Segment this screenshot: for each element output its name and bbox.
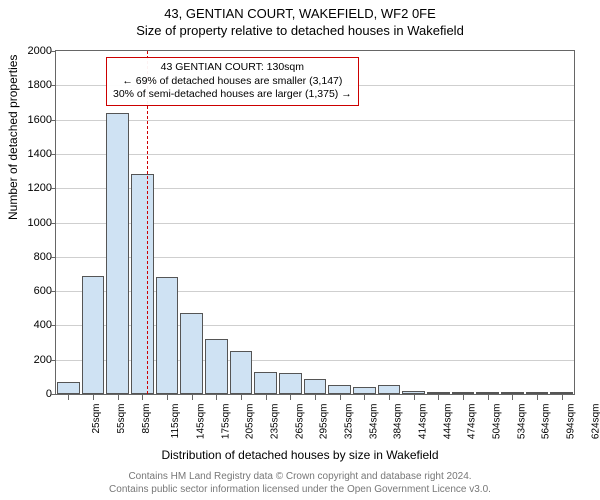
- histogram-bar: [353, 387, 376, 394]
- histogram-bar: [304, 379, 327, 394]
- xtick-label: 25sqm: [91, 404, 102, 434]
- annot-line1: 43 GENTIAN COURT: 130sqm: [113, 61, 352, 75]
- xtick-label: 265sqm: [294, 404, 305, 440]
- xtick-label: 354sqm: [368, 404, 379, 440]
- ytick-label: 0: [12, 388, 52, 400]
- xtick-label: 384sqm: [393, 404, 404, 440]
- footer-line2: Contains public sector information licen…: [0, 484, 600, 497]
- footer-attribution: Contains HM Land Registry data © Crown c…: [0, 471, 600, 496]
- ytick-label: 1000: [12, 217, 52, 229]
- annot-line2: ← 69% of detached houses are smaller (3,…: [113, 75, 352, 89]
- ytick-label: 800: [12, 251, 52, 263]
- xtick-label: 594sqm: [566, 404, 577, 440]
- xtick-label: 205sqm: [245, 404, 256, 440]
- page-container: 43, GENTIAN COURT, WAKEFIELD, WF2 0FE Si…: [0, 0, 600, 500]
- ytick-label: 1200: [12, 182, 52, 194]
- ytick-label: 400: [12, 319, 52, 331]
- histogram-bar: [402, 391, 425, 394]
- histogram-bar: [131, 174, 154, 394]
- footer-line1: Contains HM Land Registry data © Crown c…: [0, 471, 600, 484]
- xtick-label: 325sqm: [344, 404, 355, 440]
- histogram-bar: [501, 392, 524, 394]
- histogram-bar: [156, 277, 179, 394]
- x-axis-label: Distribution of detached houses by size …: [0, 448, 600, 462]
- address-title: 43, GENTIAN COURT, WAKEFIELD, WF2 0FE: [0, 0, 600, 21]
- xtick-label: 624sqm: [590, 404, 600, 440]
- histogram-bar: [526, 392, 549, 394]
- xtick-label: 55sqm: [116, 404, 127, 434]
- xtick-label: 534sqm: [516, 404, 527, 440]
- xtick-label: 444sqm: [442, 404, 453, 440]
- xtick-label: 115sqm: [170, 404, 181, 439]
- xtick-label: 504sqm: [492, 404, 503, 440]
- histogram-bar: [230, 351, 253, 394]
- histogram-bar: [82, 276, 105, 394]
- histogram-bar: [279, 373, 302, 394]
- xtick-label: 564sqm: [541, 404, 552, 440]
- xtick-label: 145sqm: [196, 404, 207, 440]
- annotation-box: 43 GENTIAN COURT: 130sqm ← 69% of detach…: [106, 57, 359, 106]
- histogram-bar: [254, 372, 277, 394]
- histogram-bar: [57, 382, 80, 394]
- page-subtitle: Size of property relative to detached ho…: [0, 21, 600, 38]
- xtick-label: 175sqm: [220, 404, 231, 440]
- ytick-label: 2000: [12, 45, 52, 57]
- ytick-label: 600: [12, 285, 52, 297]
- histogram-bar: [378, 385, 401, 394]
- xtick-label: 85sqm: [141, 404, 152, 434]
- xtick-label: 414sqm: [418, 404, 429, 440]
- histogram-bar: [476, 392, 499, 394]
- histogram-bar: [328, 385, 351, 394]
- histogram-bar: [180, 313, 203, 394]
- xtick-label: 474sqm: [467, 404, 478, 440]
- xtick-label: 295sqm: [319, 404, 330, 440]
- ytick-label: 1400: [12, 148, 52, 160]
- histogram-bar: [452, 392, 475, 394]
- ytick-label: 1600: [12, 114, 52, 126]
- histogram-bar: [427, 392, 450, 394]
- histogram-bar: [550, 392, 573, 394]
- xtick-label: 235sqm: [270, 404, 281, 440]
- chart-plot-area: 43 GENTIAN COURT: 130sqm ← 69% of detach…: [55, 50, 575, 395]
- annot-line3: 30% of semi-detached houses are larger (…: [113, 88, 352, 102]
- ytick-label: 200: [12, 354, 52, 366]
- histogram-bar: [106, 113, 129, 394]
- ytick-label: 1800: [12, 79, 52, 91]
- histogram-bar: [205, 339, 228, 394]
